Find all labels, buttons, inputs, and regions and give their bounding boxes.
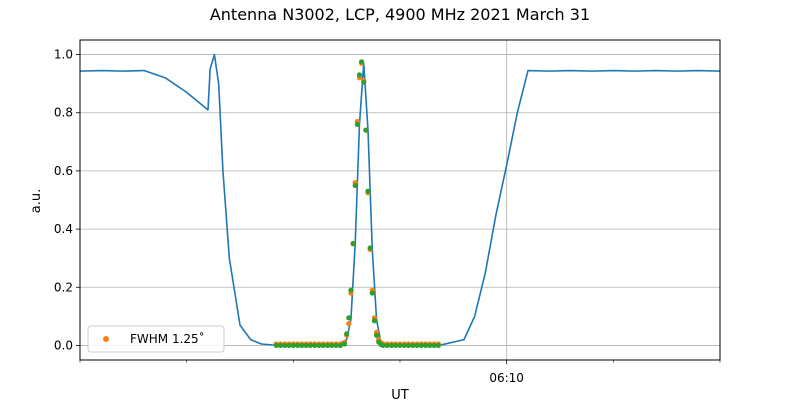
data-point <box>356 72 363 78</box>
legend-box <box>87 325 225 353</box>
data-point <box>361 79 367 85</box>
data-point <box>414 342 420 349</box>
data-point <box>282 342 288 349</box>
y-tick-label: 0.0 <box>54 338 73 352</box>
data-point <box>316 342 322 349</box>
data-point <box>401 342 407 349</box>
data-point <box>405 342 412 349</box>
data-point <box>410 342 416 349</box>
y-tick-label: 0.4 <box>54 222 73 236</box>
legend: FWHM 1.25˚ <box>87 325 225 353</box>
data-point <box>435 342 441 349</box>
data-point <box>333 342 339 349</box>
data-point <box>350 241 356 247</box>
data-point <box>397 342 403 349</box>
series-layer <box>79 53 721 349</box>
y-tick-label: 0.8 <box>54 106 73 120</box>
y-axis-label: a.u. <box>29 189 44 213</box>
data-point <box>344 331 350 337</box>
data-point <box>346 321 352 327</box>
data-point <box>307 342 313 349</box>
data-point <box>431 342 437 349</box>
data-point <box>365 188 371 194</box>
y-tick-label: 1.0 <box>54 48 73 62</box>
data-point <box>346 315 352 321</box>
data-point <box>363 127 369 133</box>
series-points-2 <box>273 59 441 349</box>
data-point <box>324 342 331 349</box>
data-point <box>277 342 284 349</box>
data-point <box>380 342 386 349</box>
data-point <box>369 290 375 296</box>
data-point <box>295 342 301 349</box>
data-point <box>423 342 429 349</box>
data-point <box>393 342 399 349</box>
x-tick-label: 06:10 <box>489 371 524 385</box>
data-point <box>384 342 390 349</box>
data-point <box>388 342 395 349</box>
data-point <box>373 332 380 338</box>
legend-marker <box>103 336 109 342</box>
y-tick-label: 0.6 <box>54 164 73 178</box>
data-point <box>341 341 348 347</box>
data-point <box>299 342 305 349</box>
data-point <box>354 121 360 127</box>
data-point <box>290 342 296 349</box>
data-point <box>337 342 343 349</box>
axes: 0.0 0.2 0.4 0.6 0.8 1.0 06:10 <box>54 48 721 385</box>
data-point <box>348 287 354 293</box>
data-point <box>320 342 326 349</box>
data-point <box>273 342 279 349</box>
data-point <box>427 342 433 349</box>
data-point <box>359 59 365 65</box>
legend-label: FWHM 1.25˚ <box>130 331 205 346</box>
x-axis-label: UT <box>391 388 409 400</box>
data-point <box>303 342 309 349</box>
chart-title: Antenna N3002, LCP, 4900 MHz 2021 March … <box>210 5 590 24</box>
data-point <box>286 342 292 349</box>
y-tick-label: 0.2 <box>54 280 73 294</box>
data-point <box>329 342 335 349</box>
data-point <box>367 245 373 251</box>
data-point <box>352 182 358 189</box>
plot-area <box>80 40 720 360</box>
data-point <box>418 342 424 349</box>
data-point <box>312 342 318 349</box>
data-point <box>371 318 377 324</box>
